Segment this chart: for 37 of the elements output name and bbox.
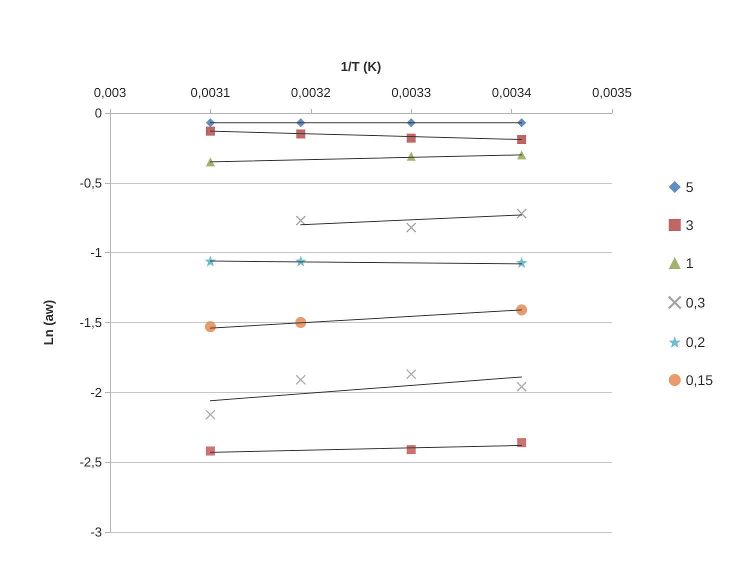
point [516, 256, 528, 268]
x-tick-label: 0,0034 [492, 85, 532, 100]
y-tick-label: -1,5 [80, 315, 102, 330]
x-tick-label: 0,0035 [592, 85, 632, 100]
x-tick-label: 0,0031 [190, 85, 230, 100]
point [517, 150, 526, 160]
y-axis-title: Ln (aw) [41, 300, 56, 346]
y-tick-label: -1 [90, 245, 102, 260]
point [516, 382, 527, 392]
point [406, 222, 416, 233]
x-axis-title: 1/T (K) [340, 59, 382, 74]
point [296, 215, 306, 226]
y-tick-label: 0 [94, 106, 102, 120]
point [517, 438, 526, 448]
legend-label: 0,15 [686, 372, 714, 388]
point [206, 446, 215, 456]
point [517, 135, 526, 144]
y-tick-label: -0,5 [80, 175, 102, 190]
point [204, 321, 216, 332]
y-tick-label: -2,5 [80, 454, 102, 470]
point [516, 208, 527, 219]
legend-label: 5 [686, 179, 694, 195]
legend-label: 0,2 [686, 334, 706, 350]
x-tick-label: 0,0032 [290, 85, 331, 100]
point [406, 369, 416, 380]
legend-label: 1 [686, 255, 694, 271]
point [296, 374, 306, 385]
point [516, 304, 528, 316]
x-tick-label: 0,0033 [391, 85, 432, 100]
legend-label: 0,3 [686, 294, 706, 310]
point [206, 157, 215, 166]
point [205, 410, 216, 420]
point [206, 126, 215, 136]
y-tick-label: -3 [90, 524, 102, 540]
y-tick-label: -2 [90, 384, 102, 400]
x-tick-label: 0,003 [94, 85, 126, 100]
legend-label: 3 [686, 217, 694, 233]
